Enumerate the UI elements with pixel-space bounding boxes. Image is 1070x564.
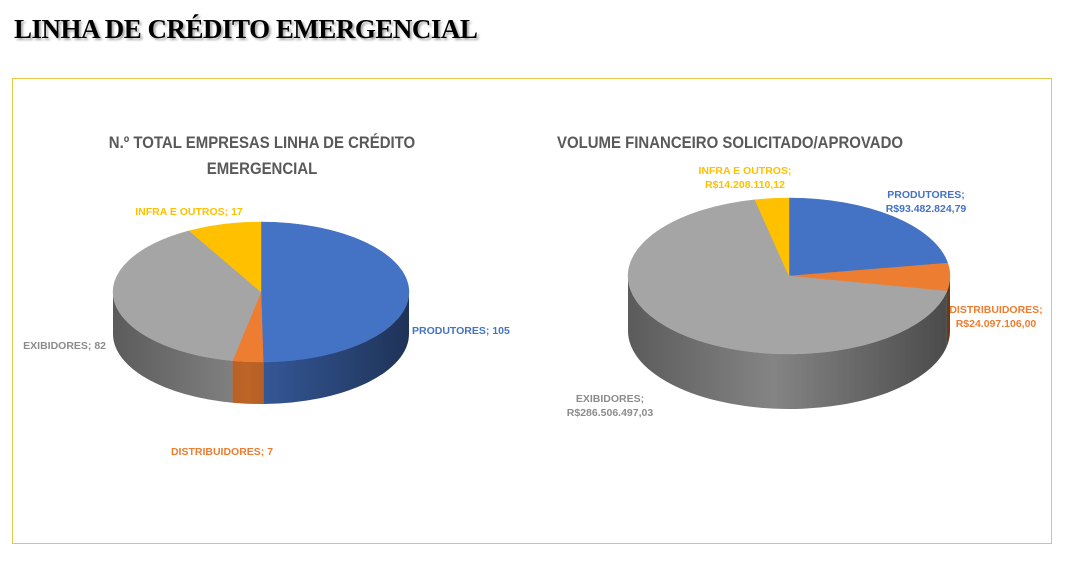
pie-1-side-distribuidores [232,360,264,404]
pie-2-side-exibidores [628,276,947,409]
pie-2-label-produtores: PRODUTORES; R$93.482.824,79 [886,189,967,215]
chart1-title-line1: N.º TOTAL EMPRESAS LINHA DE CRÉDITO [108,133,416,152]
pie-1-side-exibidores [112,292,233,403]
page-title: LINHA DE CRÉDITO EMERGENCIAL [14,14,478,44]
chart1-title: N.º TOTAL EMPRESAS LINHA DE CRÉDITO EMER… [86,130,438,182]
pie-chart-2: PRODUTORES; R$93.482.824,79 DISTRIBUIDORES… [567,165,1043,419]
pie-1-label-distribuidores: DISTRIBUIDORES; 7 [171,446,273,458]
pie-1-side-produtores [263,292,409,404]
pie-2-slice-produtores [788,197,949,277]
chart2-title: VOLUME FINANCEIRO SOLICITADO/APROVADO [554,130,906,156]
pie-2-slice-infra-e-outros [754,197,790,277]
pie-1-label-infra-e-outros: INFRA E OUTROS; 17 [135,206,243,218]
pie-2-label-distribuidores: DISTRIBUIDORES; R$24.097.106,00 [949,304,1042,330]
pie-1-slice-produtores [260,221,410,363]
pie-1-slice-infra-e-outros [188,221,262,293]
chart2-title-line1: VOLUME FINANCEIRO SOLICITADO/APROVADO [556,133,904,152]
pie-2-side-walls [628,276,950,409]
pie-chart-1: PRODUTORES; 105 DISTRIBUIDORES; 7 EXIBIDOR… [23,206,510,458]
pie-1-slice-exibidores [112,230,262,361]
pie-1-label-exibidores: EXIBIDORES; 82 [23,340,106,352]
pie-2-slice-exibidores [627,199,948,355]
pie-2-label-infra-e-outros: INFRA E OUTROS; R$14.208.110,12 [699,165,792,191]
chart-frame [12,78,1052,544]
chart1-title-line2: EMERGENCIAL [206,159,318,178]
pie-2-side-distribuidores [946,276,950,347]
pie-1-label-produtores: PRODUTORES; 105 [412,325,510,337]
pie-2-label-exibidores: EXIBIDORES; R$286.506.497,03 [567,393,654,419]
pie-1-side-walls [112,292,409,404]
